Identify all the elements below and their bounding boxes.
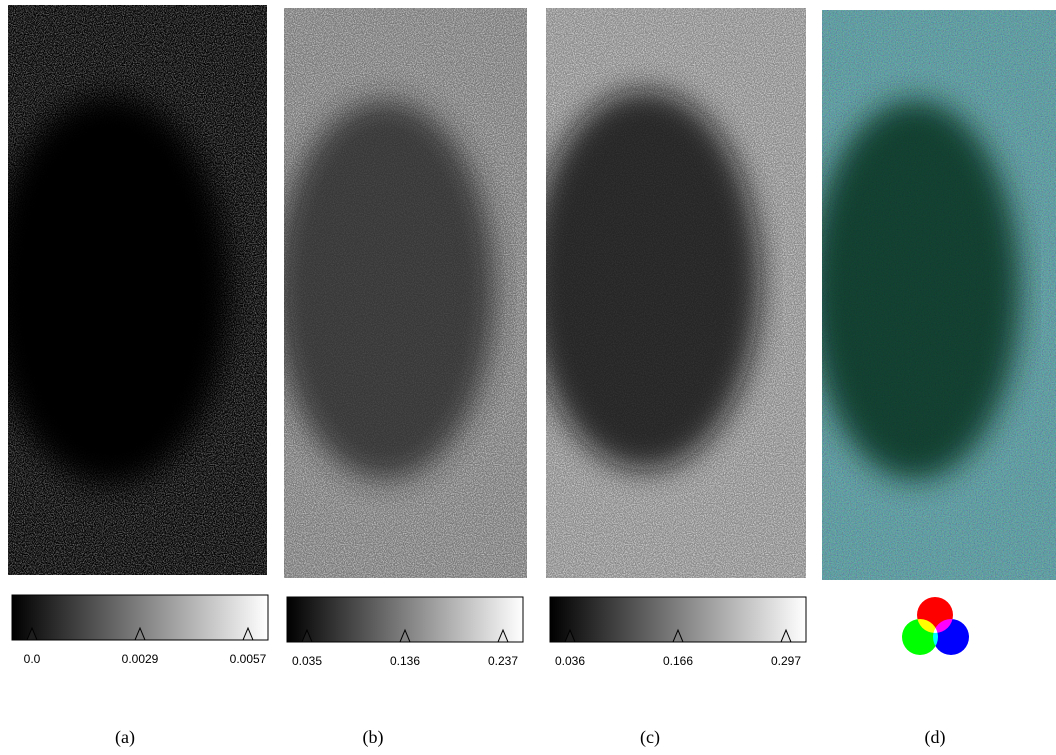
caption: (c) <box>640 727 660 748</box>
colorbar-tick-label: 0.036 <box>555 654 585 668</box>
colorbar-tick-label: 0.166 <box>663 654 693 668</box>
rgb-legend <box>902 597 969 655</box>
colorbar-tick-label: 0.0057 <box>230 652 267 666</box>
colorbar-tick-label: 0.297 <box>771 654 801 668</box>
image-b <box>275 8 527 578</box>
caption: (a) <box>115 727 135 748</box>
colorbar-tick-label: 0.0 <box>24 652 41 666</box>
colorbar-tick-label: 0.035 <box>292 654 322 668</box>
figure: (a) 0.0 0.0029 0.0057 (b) 0.035 0.136 0.237 (c) 0… <box>0 0 1056 755</box>
colorbar-tick-label: 0.136 <box>390 654 420 668</box>
caption: (b) <box>363 727 384 748</box>
colorbar-tick-label: 0.237 <box>488 654 518 668</box>
caption: (d) <box>925 727 946 748</box>
image-a <box>0 5 267 575</box>
colorbar-tick-label: 0.0029 <box>122 652 159 666</box>
image-c <box>530 8 806 578</box>
image-d <box>810 10 1056 580</box>
page: (a) 0.0 0.0029 0.0057 (b) 0.035 0.136 0.237 (c) 0… <box>0 0 1056 755</box>
